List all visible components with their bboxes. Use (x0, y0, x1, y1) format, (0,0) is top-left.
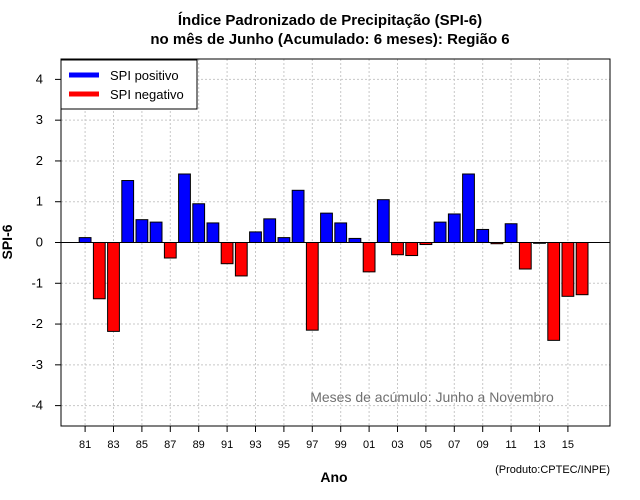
bar (320, 212, 333, 243)
legend: SPI positivo SPI negativo (60, 59, 198, 110)
bar (220, 242, 234, 265)
chart-title-line2: no mês de Junho (Acumulado: 6 meses): Re… (150, 31, 509, 48)
bar (149, 221, 163, 244)
legend-label-positive: SPI positivo (110, 68, 179, 83)
y-axis-title: SPI-6 (0, 224, 15, 259)
x-tick-label: 85 (136, 439, 148, 451)
y-axis: 4 3 2 1 0 -1 -2 -3 -4 (31, 71, 61, 413)
bar (249, 231, 262, 244)
y-tick-label: 2 (36, 153, 43, 168)
y-tick-label: -1 (31, 275, 43, 290)
bar (561, 242, 575, 297)
x-tick-label: 15 (562, 439, 574, 451)
accumulation-note: Meses de acúmulo: Junho a Novembro (310, 389, 554, 405)
y-tick-label: 0 (36, 235, 43, 250)
bar (206, 222, 220, 243)
bar (163, 242, 177, 259)
y-tick-label: 4 (36, 71, 43, 86)
x-tick-label: 99 (335, 439, 347, 451)
x-axis-title: Ano (320, 469, 347, 485)
bar (234, 242, 248, 277)
bar (334, 222, 348, 243)
bar (277, 237, 291, 244)
grid-layer (61, 59, 610, 426)
x-tick-label: 03 (391, 439, 403, 451)
bar (376, 199, 390, 243)
product-credit: (Produto:CPTEC/INPE) (495, 464, 610, 476)
x-tick-label: 81 (79, 439, 91, 451)
bars-layer (78, 173, 589, 341)
legend-label-negative: SPI negativo (110, 87, 184, 102)
x-tick-label: 11 (505, 439, 516, 451)
bar (92, 242, 106, 300)
x-tick-label: 13 (533, 439, 545, 451)
y-tick-label: 3 (36, 112, 43, 127)
y-tick-label: 1 (36, 194, 43, 209)
bar (121, 180, 135, 243)
bar (476, 228, 490, 243)
y-tick-label: -2 (31, 316, 43, 331)
bar (504, 223, 518, 243)
bar (433, 221, 447, 244)
bar (391, 242, 404, 256)
y-tick-label: -3 (31, 357, 43, 372)
x-tick-label: 05 (420, 439, 432, 451)
x-tick-label: 91 (221, 439, 233, 451)
bar (447, 213, 461, 243)
bar (305, 242, 319, 331)
bar (405, 242, 419, 257)
bar (462, 173, 475, 243)
bar (263, 218, 277, 244)
x-tick-label: 83 (107, 439, 119, 451)
bar (135, 219, 149, 243)
bar (192, 203, 206, 243)
x-axis: 81 83 85 87 89 91 93 95 97 99 01 03 05 07 09 11 13 15 (79, 426, 574, 451)
bar (291, 189, 305, 243)
bar (575, 242, 589, 296)
x-tick-label: 87 (164, 439, 176, 451)
bar (78, 237, 92, 244)
bar (178, 173, 191, 243)
x-tick-label: 97 (306, 439, 318, 451)
x-tick-label: 93 (249, 439, 261, 451)
x-tick-label: 09 (477, 439, 489, 451)
chart-title-line1: Índice Padronizado de Precipitação (SPI-… (178, 12, 482, 29)
bar (107, 242, 120, 332)
x-tick-label: 01 (363, 439, 375, 451)
x-tick-label: 95 (278, 439, 290, 451)
bar (348, 237, 362, 244)
x-tick-label: 89 (193, 439, 205, 451)
y-tick-label: -4 (31, 398, 43, 413)
bar (547, 242, 561, 341)
legend-box (60, 59, 198, 110)
x-tick-label: 07 (448, 439, 460, 451)
bar (518, 242, 532, 270)
bar (362, 242, 376, 273)
